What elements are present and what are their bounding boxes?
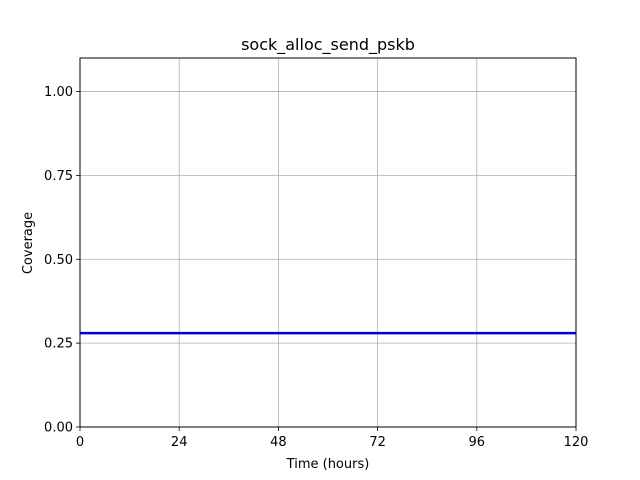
chart-title: sock_alloc_send_pskb bbox=[241, 35, 415, 55]
y-tick-label: 0.50 bbox=[44, 253, 73, 268]
y-tick-label: 1.00 bbox=[44, 85, 73, 100]
x-tick-label: 120 bbox=[564, 435, 589, 450]
x-tick-label: 48 bbox=[270, 435, 287, 450]
y-tick-label: 0.75 bbox=[44, 169, 73, 184]
x-axis-label: Time (hours) bbox=[286, 457, 370, 472]
y-axis-label: Coverage bbox=[21, 212, 36, 274]
plot-frame bbox=[79, 57, 577, 428]
x-tick-label: 0 bbox=[76, 435, 84, 450]
x-tick-label: 24 bbox=[171, 435, 188, 450]
y-axis: 0.00 0.25 0.50 0.75 1.00 bbox=[44, 85, 80, 436]
x-tick-label: 96 bbox=[469, 435, 486, 450]
y-tick-label: 0.25 bbox=[44, 337, 73, 352]
x-tick-label: 72 bbox=[369, 435, 386, 450]
x-axis: 0 24 48 72 96 120 bbox=[76, 427, 589, 450]
y-tick-label: 0.00 bbox=[44, 421, 73, 436]
